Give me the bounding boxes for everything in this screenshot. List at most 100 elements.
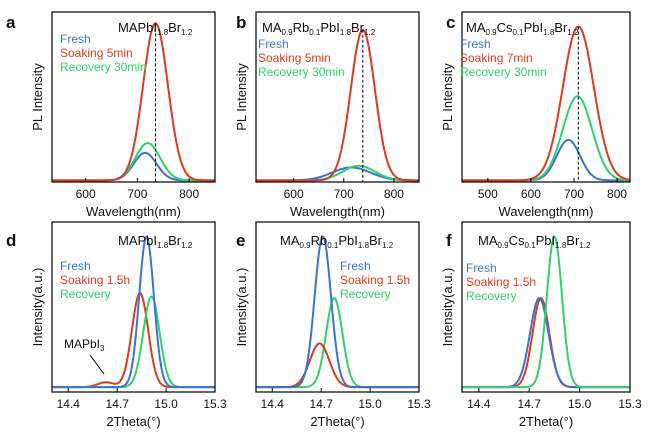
x-tick-label: 700 xyxy=(127,187,147,201)
legend-recovery: Recovery xyxy=(340,287,391,301)
plot-frame xyxy=(255,221,420,393)
series-soaking-line xyxy=(52,22,215,182)
plot-frame xyxy=(255,11,420,183)
title-subscript: 0.9 xyxy=(486,28,498,37)
legend-soaking: Soaking 5min xyxy=(258,51,331,65)
annotation-label: MAPbI3 xyxy=(64,337,105,353)
panel-letter: a xyxy=(6,13,16,32)
x-tick-label: 15.3 xyxy=(203,397,227,411)
legend-fresh: Fresh xyxy=(258,37,289,51)
y-axis-label: PL Intensity xyxy=(234,63,249,131)
series-recovery-line xyxy=(256,297,419,389)
panel-title: MA0.9Rb0.1PbI1.8Br1.2 xyxy=(280,233,394,250)
legend-recovery: Recovery 30min xyxy=(60,60,147,74)
x-tick-label: 15.3 xyxy=(618,397,642,411)
title-part: Br xyxy=(566,233,580,248)
title-part: MAPbI xyxy=(118,233,157,248)
legend-recovery: Recovery xyxy=(60,287,111,301)
panel-letter: c xyxy=(446,13,455,32)
title-subscript: 1.8 xyxy=(157,28,169,37)
legend-soaking: Soaking 1.5h xyxy=(466,275,536,289)
series-soaking-line xyxy=(462,25,630,182)
panel-c: 500 600 700 800 Wavelength(nm) PL Intensity c M… xyxy=(440,11,631,219)
series-fresh-line xyxy=(52,235,215,389)
x-axis-label: 2Theta(°) xyxy=(310,414,364,429)
panel-f: 14.4 14.7 15.0 15.3 2Theta(°) Intensity(a.u.)… xyxy=(440,221,642,429)
y-axis-label: Intensity(a.u.) xyxy=(30,268,45,347)
x-tick-label: 600 xyxy=(284,187,304,201)
annotation-arrow xyxy=(89,354,105,375)
x-tick-label: 800 xyxy=(179,187,199,201)
title-part: PbI xyxy=(536,233,556,248)
title-subscript: 0.1 xyxy=(513,28,525,37)
x-tick-label: 800 xyxy=(607,187,627,201)
title-part: PbI xyxy=(320,20,340,35)
title-part: MAPbI xyxy=(118,20,157,35)
x-axis-label: 2Theta(°) xyxy=(519,414,573,429)
series-soaking-line xyxy=(256,342,419,389)
x-tick-label: 600 xyxy=(76,187,96,201)
title-subscript: 0.9 xyxy=(300,241,312,250)
legend-soaking: Soaking 1.5h xyxy=(60,273,130,287)
x-tick-label: 15.3 xyxy=(407,397,431,411)
title-part: Br xyxy=(168,233,182,248)
plot-frame xyxy=(461,11,631,183)
legend-soaking: Soaking 1.5h xyxy=(340,273,410,287)
title-part: Cs xyxy=(497,20,513,35)
x-tick-label: 500 xyxy=(478,187,498,201)
title-part: PbI xyxy=(338,233,358,248)
panel-d: 14.4 14.7 15.0 15.3 2Theta(°) Intensity(a.u.)… xyxy=(6,221,227,429)
panel-letter: d xyxy=(6,231,16,250)
title-part: MA xyxy=(280,233,300,248)
y-axis-label: PL Intensity xyxy=(440,63,455,131)
title-part: Br xyxy=(369,233,383,248)
title-part: Br xyxy=(554,20,568,35)
x-axis-label: Wavelength(nm) xyxy=(86,204,181,219)
panel-title: MAPbI1.8Br1.2 xyxy=(118,20,193,37)
title-part: Rb xyxy=(293,20,310,35)
plot-frame xyxy=(51,221,216,393)
title-part: Rb xyxy=(311,233,328,248)
title-part: Br xyxy=(351,20,365,35)
title-subscript: 1.2 xyxy=(567,28,579,37)
title-subscript: 1.2 xyxy=(364,28,376,37)
y-axis-label: PL Intensity xyxy=(30,63,45,131)
title-subscript: 0.1 xyxy=(525,241,537,250)
legend-soaking: Soaking 5min xyxy=(60,46,133,60)
series-recovery-line xyxy=(462,235,630,389)
panel-a: 600 700 800 Wavelength(nm) PL Intensity a MAPb… xyxy=(6,11,216,219)
panel-title: MA0.9Rb0.1PbI1.8Br1.2 xyxy=(262,20,376,37)
title-part: MA xyxy=(478,233,498,248)
x-tick-label: 15.0 xyxy=(154,397,178,411)
x-tick-label: 14.4 xyxy=(467,397,491,411)
legend-fresh: Fresh xyxy=(466,261,497,275)
panel-letter: e xyxy=(236,231,245,250)
title-subscript: 1.2 xyxy=(181,241,193,250)
series-recovery-line xyxy=(462,95,630,182)
title-subscript: 0.9 xyxy=(498,241,510,250)
x-tick-label: 15.0 xyxy=(358,397,382,411)
panel-letter: f xyxy=(446,231,452,250)
title-subscript: 0.1 xyxy=(327,241,339,250)
legend-fresh: Fresh xyxy=(60,259,91,273)
panel-title: MAPbI1.8Br1.2 xyxy=(118,233,193,250)
title-subscript: 1.2 xyxy=(579,241,591,250)
title-subscript: 1.2 xyxy=(382,241,394,250)
legend-fresh: Fresh xyxy=(460,37,491,51)
series-soaking-line xyxy=(256,28,419,182)
x-tick-label: 15.0 xyxy=(568,397,592,411)
title-part: MA xyxy=(466,20,486,35)
x-axis-label: Wavelength(nm) xyxy=(499,204,594,219)
y-axis-label: Intensity(a.u.) xyxy=(234,268,249,347)
legend-fresh: Fresh xyxy=(60,32,91,46)
panel-letter: b xyxy=(236,13,246,32)
x-tick-label: 600 xyxy=(521,187,541,201)
annotation-part: MAPbI xyxy=(64,337,100,351)
x-tick-label: 14.7 xyxy=(518,397,542,411)
x-axis-label: 2Theta(°) xyxy=(106,414,160,429)
x-tick-label: 800 xyxy=(384,187,404,201)
y-axis-label: Intensity(a.u.) xyxy=(440,268,455,347)
panel-e: 14.4 14.7 15.0 15.3 2Theta(°) Intensity(a.u.)… xyxy=(234,221,431,429)
panel-title: MA0.9Cs0.1PbI1.8Br1.2 xyxy=(466,20,579,37)
title-subscript: 0.9 xyxy=(282,28,294,37)
